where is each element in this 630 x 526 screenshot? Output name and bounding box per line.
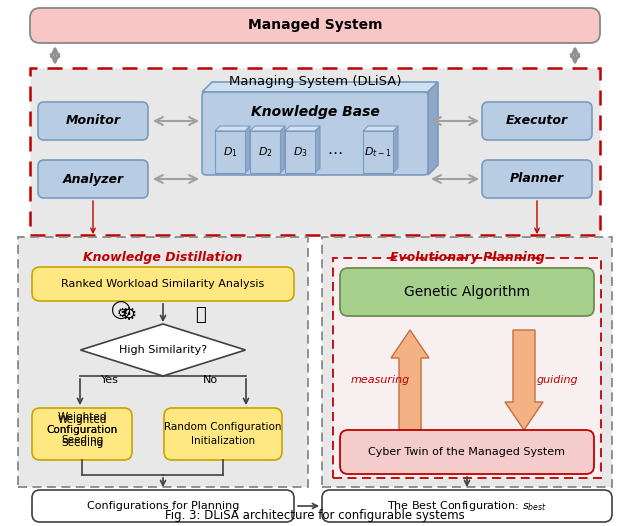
Text: Fig. 3: DLiSA architecture for configurable systems: Fig. 3: DLiSA architecture for configura… [165,509,465,521]
FancyBboxPatch shape [340,430,594,474]
Text: The Best Configuration: $s_{best}$: The Best Configuration: $s_{best}$ [387,499,547,513]
Text: $\cdots$: $\cdots$ [327,145,343,159]
Text: High Similarity?: High Similarity? [119,345,207,355]
Text: $D_2$: $D_2$ [258,145,272,159]
Bar [30,68,600,235]
Polygon shape [393,126,398,173]
Text: Knowledge Distillation: Knowledge Distillation [83,250,243,264]
FancyArrow shape [391,330,429,430]
Text: ⌕: ⌕ [195,306,205,324]
Polygon shape [280,126,285,173]
Text: Planner: Planner [510,173,564,186]
Text: Evolutionary Planning: Evolutionary Planning [389,250,544,264]
Text: $D_3$: $D_3$ [292,145,307,159]
Text: Genetic Algorithm: Genetic Algorithm [404,285,530,299]
Text: ⚙: ⚙ [117,307,128,319]
Text: No: No [202,375,217,385]
Polygon shape [250,126,285,131]
FancyBboxPatch shape [322,490,612,522]
Text: Weighted: Weighted [57,415,106,425]
Polygon shape [428,82,438,175]
Polygon shape [285,126,320,131]
FancyArrow shape [505,330,543,430]
FancyBboxPatch shape [38,102,148,140]
Bar [333,258,601,478]
Bar [363,131,393,173]
FancyBboxPatch shape [38,160,148,198]
Text: Configuration: Configuration [47,425,118,435]
Polygon shape [81,324,246,376]
Text: Analyzer: Analyzer [62,173,123,186]
Text: ⚙: ⚙ [120,306,136,324]
Text: Seeding: Seeding [61,435,103,445]
FancyBboxPatch shape [202,92,428,175]
FancyBboxPatch shape [340,268,594,316]
Polygon shape [363,126,398,131]
FancyBboxPatch shape [30,8,600,43]
FancyBboxPatch shape [32,490,294,522]
Text: Weighted
Configuration
Seeding: Weighted Configuration Seeding [47,412,118,448]
Text: Cyber Twin of the Managed System: Cyber Twin of the Managed System [369,447,566,457]
Polygon shape [202,82,438,92]
Bar [322,237,612,487]
Text: Executor: Executor [506,115,568,127]
Text: Managing System (DLiSA): Managing System (DLiSA) [229,76,401,88]
FancyBboxPatch shape [482,160,592,198]
Text: Monitor: Monitor [66,115,120,127]
Text: $D_1$: $D_1$ [222,145,238,159]
Text: measuring: measuring [350,375,410,385]
Text: $D_{t-1}$: $D_{t-1}$ [364,145,392,159]
Text: Configurations for Planning: Configurations for Planning [87,501,239,511]
Text: Ranked Workload Similarity Analysis: Ranked Workload Similarity Analysis [61,279,265,289]
Text: ◯: ◯ [110,301,130,319]
Text: Yes: Yes [101,375,119,385]
FancyBboxPatch shape [164,408,282,460]
Text: Random Configuration
Initialization: Random Configuration Initialization [164,422,282,446]
Text: guiding: guiding [536,375,578,385]
Bar [215,131,245,173]
Text: Managed System: Managed System [248,18,382,32]
FancyBboxPatch shape [482,102,592,140]
Polygon shape [215,126,250,131]
Text: Knowledge Base: Knowledge Base [251,105,379,119]
FancyBboxPatch shape [32,408,132,460]
Polygon shape [315,126,320,173]
Bar [250,131,280,173]
FancyBboxPatch shape [32,267,294,301]
Bar [18,237,308,487]
Bar [285,131,315,173]
Polygon shape [245,126,250,173]
